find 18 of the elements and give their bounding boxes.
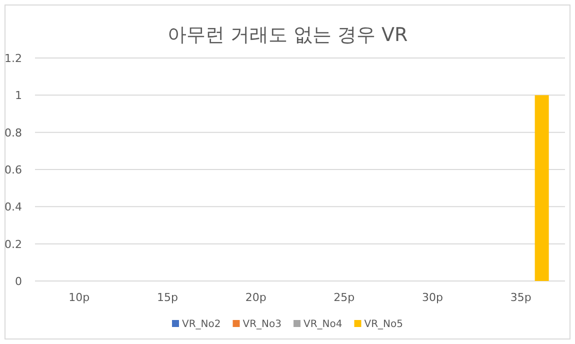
y-tick-label: 0.8	[4, 126, 22, 140]
y-tick-label: 0.2	[4, 238, 22, 251]
x-tick-label: 10p	[68, 291, 90, 304]
y-tick-label: 0	[15, 275, 22, 288]
x-tick-label: 15p	[157, 291, 178, 304]
x-tick-label: 20p	[245, 291, 266, 304]
legend-label: VR_No4	[304, 319, 342, 330]
chart-title: 아무런 거래도 없는 경우 VR	[167, 24, 408, 46]
legend-label: VR_No3	[242, 319, 282, 330]
y-tick-label: 0.4	[4, 200, 22, 214]
y-tick-label: 1.2	[4, 52, 22, 65]
legend-label: VR_No5	[364, 319, 403, 330]
y-tick-label: 0.6	[4, 164, 22, 176]
x-tick-label: 30p	[422, 291, 444, 304]
x-tick-label: 25p	[334, 291, 355, 304]
x-tick-label: 35p	[510, 291, 532, 304]
legend-label: VR_No2	[182, 319, 221, 330]
y-tick-label: 1	[15, 89, 22, 102]
